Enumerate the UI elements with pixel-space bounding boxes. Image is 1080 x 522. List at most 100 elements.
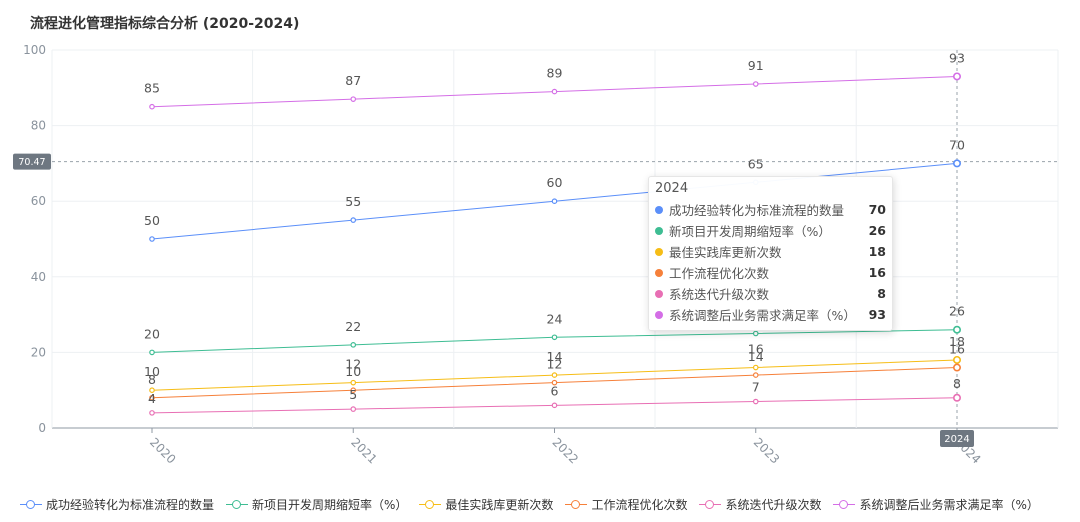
- legend-marker-icon: [833, 499, 856, 510]
- data-label: 22: [345, 319, 361, 334]
- data-point[interactable]: [149, 387, 155, 394]
- legend-marker-icon: [226, 499, 249, 510]
- legend-item[interactable]: 系统迭代升级次数: [699, 496, 821, 513]
- data-label: 14: [547, 349, 563, 364]
- data-point[interactable]: [149, 349, 155, 356]
- data-label: 8: [953, 376, 961, 391]
- data-label: 4: [148, 391, 156, 406]
- data-point[interactable]: [350, 342, 357, 348]
- data-point[interactable]: [149, 410, 155, 416]
- data-label: 6: [551, 383, 559, 398]
- crosshair-y-value: 70.47: [18, 157, 45, 168]
- data-point[interactable]: [952, 355, 961, 364]
- data-point[interactable]: [350, 96, 357, 102]
- tooltip-row: 成功经验转化为标准流程的数量 70: [655, 199, 886, 220]
- legend-item[interactable]: 成功经验转化为标准流程的数量: [20, 496, 214, 513]
- data-point[interactable]: [952, 159, 961, 168]
- data-point[interactable]: [752, 398, 759, 405]
- data-label: 7: [752, 380, 760, 395]
- legend-item[interactable]: 工作流程优化次数: [565, 496, 687, 513]
- tooltip-row: 工作流程优化次数 16: [655, 262, 886, 283]
- chart-title: 流程进化管理指标综合分析 (2020-2024): [30, 16, 300, 32]
- tooltip-series-value: 18: [868, 244, 886, 259]
- data-point[interactable]: [952, 72, 961, 81]
- legend-label: 工作流程优化次数: [591, 498, 688, 512]
- tooltip-row: 系统迭代升级次数 8: [655, 283, 886, 304]
- tooltip-series-name: 新项目开发周期缩短率（%）: [669, 224, 831, 239]
- data-label: 5: [349, 387, 357, 402]
- series-color-icon: [655, 268, 663, 277]
- data-point[interactable]: [350, 387, 357, 394]
- data-label: 16: [949, 342, 965, 357]
- data-point[interactable]: [149, 236, 155, 242]
- tooltip-series-value: 16: [868, 265, 886, 280]
- tooltip-series-value: 26: [868, 223, 886, 238]
- data-point[interactable]: [149, 103, 155, 110]
- data-point[interactable]: [752, 81, 759, 87]
- data-point[interactable]: [149, 394, 155, 401]
- crosshair-x-badge: [940, 430, 974, 447]
- data-point[interactable]: [551, 379, 558, 386]
- data-point[interactable]: [551, 334, 558, 341]
- crosshair-x-value: 2024: [944, 434, 969, 445]
- data-label: 12: [345, 357, 361, 372]
- legend-item[interactable]: 系统调整后业务需求满足率（%）: [833, 496, 1039, 513]
- data-label: 65: [748, 156, 764, 171]
- x-tick-label: 2022: [550, 435, 581, 466]
- tooltip-series-value: 93: [868, 307, 886, 322]
- data-point[interactable]: [551, 198, 558, 205]
- data-label: 85: [144, 81, 160, 96]
- data-label: 55: [345, 194, 361, 209]
- data-point[interactable]: [752, 364, 759, 371]
- data-label: 16: [748, 342, 764, 357]
- crosshair-y-badge: [13, 153, 51, 170]
- legend-label: 新项目开发周期缩短率（%）: [252, 498, 408, 512]
- chart-tooltip: 2024 成功经验转化为标准流程的数量 70 新项目开发周期缩短率（%） 26 最佳实践…: [648, 176, 893, 331]
- data-point[interactable]: [350, 406, 357, 412]
- data-point[interactable]: [952, 393, 961, 402]
- data-label: 50: [144, 213, 160, 228]
- data-point[interactable]: [752, 330, 759, 337]
- legend-label: 成功经验转化为标准流程的数量: [46, 498, 215, 512]
- data-point[interactable]: [952, 363, 961, 372]
- tooltip-row: 最佳实践库更新次数 18: [655, 241, 886, 262]
- data-label: 10: [144, 364, 160, 379]
- series-color-icon: [655, 205, 663, 214]
- legend-label: 最佳实践库更新次数: [445, 498, 554, 512]
- y-tick-label: 20: [31, 345, 46, 359]
- legend-item[interactable]: 新项目开发周期缩短率（%）: [226, 496, 407, 513]
- x-tick-label: 2021: [348, 435, 379, 466]
- series-color-icon: [655, 289, 663, 298]
- data-label: 24: [547, 311, 563, 326]
- x-tick-label: 2023: [751, 435, 782, 466]
- tooltip-series-name: 系统调整后业务需求满足率（%）: [669, 308, 856, 323]
- data-point[interactable]: [752, 372, 759, 378]
- tooltip-row: 新项目开发周期缩短率（%） 26: [655, 220, 886, 241]
- tooltip-series-name: 最佳实践库更新次数: [669, 245, 782, 260]
- series-color-icon: [655, 310, 663, 319]
- data-label: 93: [949, 50, 965, 65]
- data-label: 89: [547, 66, 563, 81]
- legend-marker-icon: [20, 499, 42, 510]
- data-label: 91: [748, 58, 764, 73]
- legend-item[interactable]: 最佳实践库更新次数: [419, 496, 553, 513]
- data-point[interactable]: [350, 217, 357, 223]
- data-point[interactable]: [551, 402, 558, 409]
- data-label: 18: [949, 334, 965, 349]
- y-tick-label: 60: [31, 194, 46, 208]
- data-label: 87: [345, 73, 361, 88]
- series-color-icon: [655, 226, 663, 235]
- tooltip-series-name: 工作流程优化次数: [669, 266, 770, 281]
- data-label: 70: [949, 137, 965, 152]
- data-point[interactable]: [350, 379, 357, 386]
- data-label: 26: [949, 304, 965, 319]
- tooltip-header: 2024: [655, 181, 689, 196]
- tooltip-series-name: 成功经验转化为标准流程的数量: [669, 203, 845, 218]
- legend-marker-icon: [419, 499, 442, 510]
- data-point[interactable]: [551, 372, 558, 378]
- data-point[interactable]: [952, 325, 961, 334]
- legend-marker-icon: [699, 499, 722, 510]
- data-point[interactable]: [551, 88, 558, 95]
- x-tick-label: 2020: [147, 435, 178, 466]
